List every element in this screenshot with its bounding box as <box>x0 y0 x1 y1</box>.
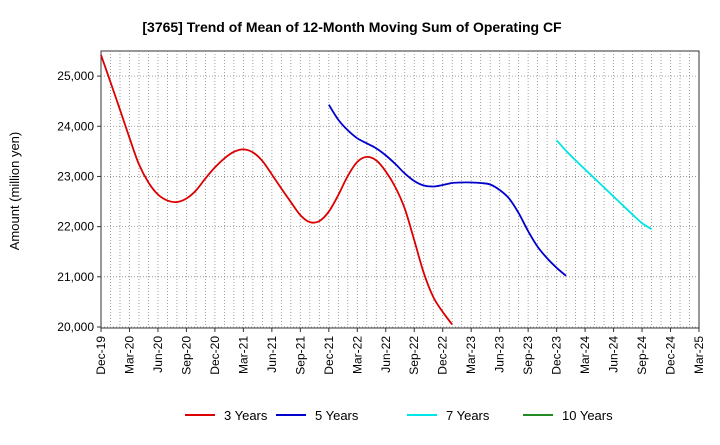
y-tick-label: 23,000 <box>57 169 94 183</box>
x-tick-label: Jun-22 <box>379 336 393 373</box>
axes-layer: 20,000 21,000 22,000 23,000 24,000 25,000 Dec-… <box>57 69 706 375</box>
y-tick-label: 25,000 <box>57 69 94 83</box>
x-tick-label: Jun-24 <box>607 336 621 373</box>
x-tick-label: Jun-20 <box>151 336 165 373</box>
legend-label-5-years: 5 Years <box>315 408 359 423</box>
x-tick-label: Sep-21 <box>293 336 307 375</box>
x-tick-label: Mar-20 <box>122 336 136 374</box>
x-tick-label: Sep-20 <box>179 336 193 375</box>
x-tick-label: Jun-23 <box>493 336 507 373</box>
y-tick-label: 24,000 <box>57 119 94 133</box>
y-tick-label: 21,000 <box>57 270 94 284</box>
x-tick-label: Dec-19 <box>94 336 108 375</box>
plot-area <box>100 50 700 329</box>
legend-label-7-years: 7 Years <box>446 408 490 423</box>
x-tick-label: Mar-23 <box>464 336 478 374</box>
x-tick-label: Mar-24 <box>578 336 592 374</box>
x-tick-label: Mar-22 <box>350 336 364 374</box>
series-line-3-years <box>100 54 453 326</box>
x-tick-label: Mar-25 <box>692 336 706 374</box>
legend: 3 Years 5 Years 7 Years 10 Years <box>185 408 613 423</box>
y-tick-label: 20,000 <box>57 320 94 334</box>
x-tick-label: Dec-21 <box>322 336 336 375</box>
series-line-5-years <box>328 104 567 277</box>
legend-label-3-years: 3 Years <box>224 408 268 423</box>
x-tick-label: Sep-23 <box>521 336 535 375</box>
x-tick-label: Dec-24 <box>664 336 678 375</box>
legend-label-10-years: 10 Years <box>562 408 613 423</box>
series-layer <box>100 54 653 326</box>
chart-title: [3765] Trend of Mean of 12-Month Moving … <box>142 19 562 35</box>
x-tick-label: Sep-22 <box>407 336 421 375</box>
x-tick-label: Dec-20 <box>208 336 222 375</box>
x-tick-label: Dec-22 <box>436 336 450 375</box>
series-line-7-years <box>555 139 653 230</box>
x-tick-label: Dec-23 <box>550 336 564 375</box>
x-tick-label: Sep-24 <box>635 336 649 375</box>
y-tick-label: 22,000 <box>57 220 94 234</box>
x-tick-label: Jun-21 <box>265 336 279 373</box>
grid-layer <box>100 50 700 329</box>
y-axis-label: Amount (million yen) <box>7 132 22 251</box>
x-tick-label: Mar-21 <box>236 336 250 374</box>
